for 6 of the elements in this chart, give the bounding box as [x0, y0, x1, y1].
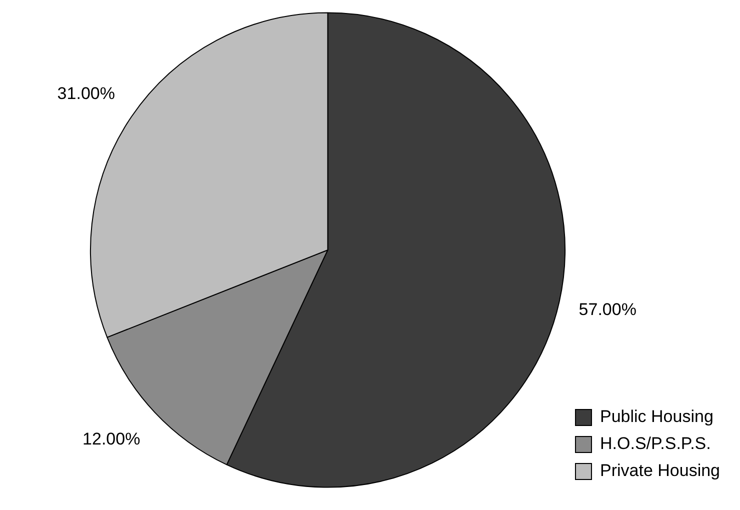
data-label: 12.00% — [82, 429, 140, 448]
legend-label: Public Housing — [600, 407, 714, 426]
legend-label: H.O.S/P.S.P.S. — [600, 434, 711, 454]
data-label: 57.00% — [578, 300, 636, 320]
legend-label: Private Housing — [600, 461, 720, 480]
data-label: 31.00% — [57, 84, 115, 103]
